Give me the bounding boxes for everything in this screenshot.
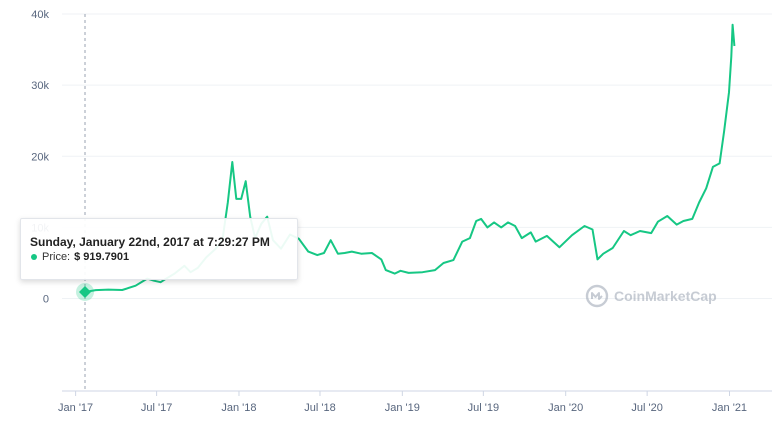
x-tick-label: Jul '19 <box>468 402 499 414</box>
y-tick-label: 20k <box>31 151 49 163</box>
y-tick-label: 0 <box>43 294 49 306</box>
tooltip-price-row: Price: $ 919.7901 <box>31 251 129 263</box>
x-tick-label: Jul '17 <box>141 402 172 414</box>
hover-marker <box>76 282 95 301</box>
series-dot-icon <box>31 254 37 260</box>
coinmarketcap-logo-icon <box>585 284 609 308</box>
marker-diamond-icon <box>79 285 92 298</box>
y-tick-label: 30k <box>31 80 49 92</box>
tooltip-date: Sunday, January 22nd, 2017 at 7:29:27 PM <box>30 235 270 249</box>
x-tick-label: Jan '19 <box>385 402 420 414</box>
y-tick-label: 40k <box>31 9 49 21</box>
watermark-text: CoinMarketCap <box>614 288 717 304</box>
x-tick-label: Jan '18 <box>221 402 256 414</box>
x-tick-label: Jul '18 <box>304 402 335 414</box>
x-tick-label: Jul '20 <box>631 402 662 414</box>
x-axis-ticks: Jan '17 Jul '17 Jan '18 Jul '18 Jan '19 Jul '… <box>58 390 772 414</box>
x-tick-label: Jan '21 <box>712 402 747 414</box>
tooltip-currency: $ <box>74 251 81 263</box>
x-tick-label: Jan '17 <box>58 402 93 414</box>
coinmarketcap-watermark: CoinMarketCap <box>585 284 717 308</box>
x-tick-label: Jan '20 <box>548 402 583 414</box>
price-tooltip: Sunday, January 22nd, 2017 at 7:29:27 PM… <box>20 218 298 280</box>
tooltip-price-label: Price: <box>42 251 71 263</box>
tooltip-price-value: 919.7901 <box>83 251 130 263</box>
